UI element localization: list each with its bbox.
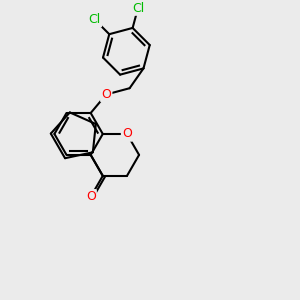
Text: Cl: Cl <box>132 2 144 15</box>
Text: Cl: Cl <box>88 13 101 26</box>
Text: O: O <box>122 128 132 140</box>
Text: O: O <box>86 190 96 203</box>
Text: O: O <box>101 88 111 101</box>
